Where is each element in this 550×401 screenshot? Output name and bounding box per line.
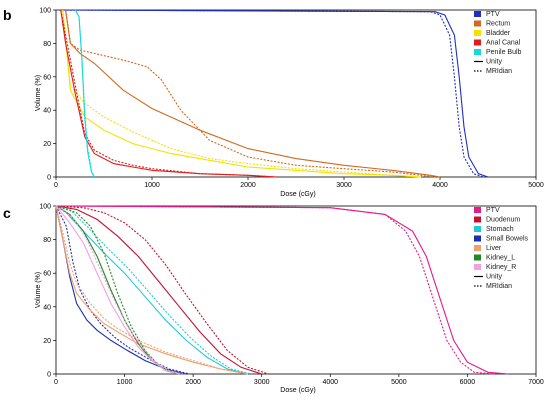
- y-tick-label: 0: [47, 372, 51, 379]
- y-tick-label: 20: [43, 338, 51, 345]
- x-tick-label: 0: [54, 379, 58, 386]
- legend-swatch-penile-bulb: [474, 49, 481, 55]
- legend-swatch-kidney-r: [474, 264, 481, 270]
- legend-label-unity: Unity: [486, 274, 502, 281]
- legend-swatch-small-bowels: [474, 235, 481, 242]
- legend-c: PTV Duodenum Stomach Small Bowels Liver Kidne…: [474, 207, 529, 290]
- legend-label-kidney-l: Kidney_L: [486, 255, 515, 262]
- y-axis-title-c: Volume (%): [35, 272, 42, 308]
- legend-b: PTV Rectum Bladder Anal Canal Penile Bulb Uni…: [474, 11, 522, 75]
- series-anal-canal-mridian-line: [60, 9, 277, 178]
- y-tick-label: 100: [39, 8, 51, 15]
- x-tick-label: 4000: [322, 379, 338, 386]
- series-stomach-mridian-line: [55, 205, 252, 375]
- x-axis-title-c: Dose (cGy): [280, 387, 315, 394]
- x-tick-label: 1000: [117, 379, 133, 386]
- x-tick-label: 7000: [528, 379, 544, 386]
- plot-frame: [55, 205, 537, 375]
- legend-label-stomach: Stomach: [486, 226, 514, 233]
- x-tick-label: 0: [54, 182, 58, 189]
- y-tick-label: 100: [39, 204, 51, 211]
- x-tick-label: 3000: [254, 379, 270, 386]
- series-penile-bulb-mridian-line: [74, 9, 95, 178]
- x-tick-label: 4000: [432, 182, 448, 189]
- x-tick-label: 2000: [240, 182, 256, 189]
- legend-swatch-stomach: [474, 226, 481, 232]
- legend-label-mridian: MRIdian: [486, 283, 512, 290]
- x-tick-label: 1000: [144, 182, 160, 189]
- axes-c: 0 1000 2000 3000 4000 5000 6000 7000 0 20 40 60 80 10…: [39, 204, 544, 387]
- y-tick-label: 80: [43, 237, 51, 244]
- x-tick-label: 2000: [185, 379, 201, 386]
- legend-swatch-ptv: [474, 11, 481, 17]
- x-tick-label: 5000: [391, 379, 407, 386]
- series-rectum-mridian-line: [65, 9, 436, 178]
- legend-label-unity: Unity: [486, 59, 502, 66]
- legend-label-bladder: Bladder: [486, 30, 511, 37]
- series-kidney-r-unity-line: [55, 205, 180, 375]
- legend-label-liver: Liver: [486, 245, 502, 252]
- panel-letter-c: c: [3, 205, 11, 221]
- chart-panel-b: b 0 1000 2000 3000 4000 5000 0 20 40 60 80 100 PTV R…: [3, 7, 544, 198]
- legend-label-rectum: Rectum: [486, 21, 510, 28]
- series-ptv-mridian-line: [55, 9, 484, 178]
- x-tick-label: 6000: [460, 379, 476, 386]
- x-axis-title-b: Dose (cGy): [280, 191, 315, 198]
- legend-label-mridian: MRIdian: [486, 68, 512, 75]
- y-tick-label: 20: [43, 141, 51, 148]
- legend-label-small-bowels: Small Bowels: [486, 236, 529, 243]
- panel-letter-b: b: [3, 7, 12, 23]
- x-tick-label: 5000: [528, 182, 544, 189]
- legend-swatch-bladder: [474, 30, 481, 36]
- y-tick-label: 0: [47, 175, 51, 182]
- legend-label-penile-bulb: Penile Bulb: [486, 49, 522, 56]
- y-tick-label: 60: [43, 271, 51, 278]
- series-liver-unity-line: [55, 205, 249, 375]
- chart-panel-c: c 0 1000 2000 3000 4000 5000 6000 7000 0 20 40 60 80…: [3, 204, 544, 395]
- axes-b: 0 1000 2000 3000 4000 5000 0 20 40 60 80 100: [39, 8, 544, 190]
- plot-area-c: [55, 205, 537, 375]
- series-ptv-unity-line: [55, 9, 489, 178]
- series-bladder-mridian-line: [62, 9, 421, 178]
- legend-swatch-kidney-l: [474, 254, 481, 261]
- series-ptv-mridian-line: [55, 205, 495, 375]
- series-lines-b: [55, 9, 489, 178]
- y-tick-label: 60: [43, 74, 51, 81]
- series-liver-mridian-line: [55, 205, 249, 375]
- legend-swatch-liver: [474, 245, 481, 251]
- y-axis-title-b: Volume (%): [35, 75, 42, 111]
- legend-swatch-duodenum: [474, 216, 481, 223]
- legend-label-anal-canal: Anal Canal: [486, 40, 521, 47]
- x-tick-label: 3000: [336, 182, 352, 189]
- legend-swatch-rectum: [474, 20, 481, 27]
- series-lines-c: [55, 205, 509, 375]
- legend-swatch-anal-canal: [474, 39, 481, 46]
- y-tick-label: 80: [43, 41, 51, 48]
- legend-label-ptv: PTV: [486, 207, 500, 214]
- series-bladder-unity-line: [62, 9, 421, 178]
- legend-label-kidney-r: Kidney_R: [486, 264, 516, 271]
- series-duodenum-mridian-line: [55, 205, 269, 375]
- legend-swatch-ptv: [474, 207, 481, 213]
- legend-label-ptv: PTV: [486, 11, 500, 18]
- y-tick-label: 40: [43, 108, 51, 115]
- series-duodenum-unity-line: [55, 205, 262, 375]
- y-tick-label: 40: [43, 304, 51, 311]
- legend-label-duodenum: Duodenum: [486, 217, 520, 224]
- series-small-bowels-mridian-line: [55, 205, 190, 375]
